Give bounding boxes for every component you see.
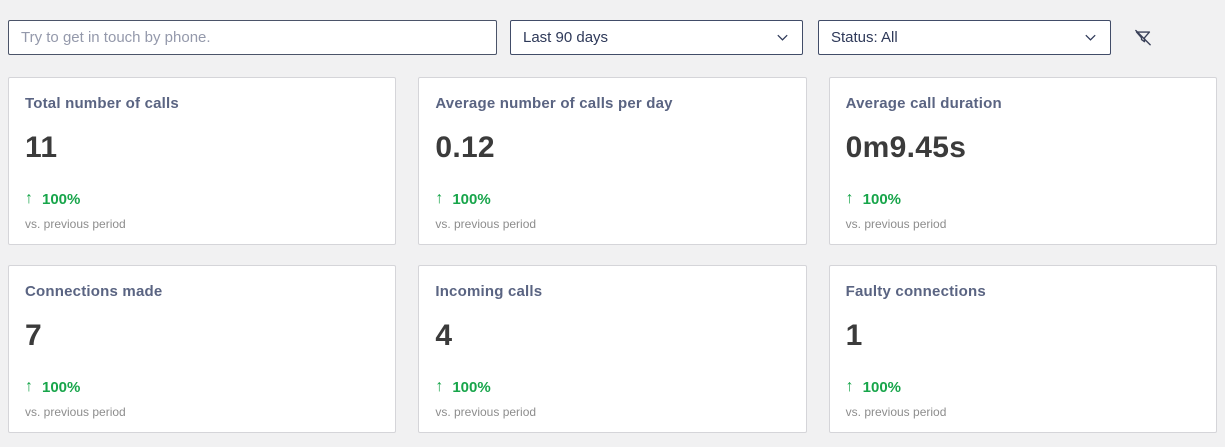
card-caption: vs. previous period [25, 217, 126, 231]
trend-percent: 100% [452, 190, 491, 208]
card-value: 1 [845, 319, 863, 352]
filter-off-icon [1132, 27, 1154, 49]
card-value: 11 [25, 131, 58, 164]
card-title: Connections made [25, 283, 163, 300]
status-dropdown[interactable]: Status: All [818, 20, 1111, 55]
card-caption: vs. previous period [435, 217, 537, 231]
card-value: 7 [25, 319, 42, 352]
card-caption: vs. previous period [845, 217, 947, 231]
trend-percent: 100% [42, 190, 81, 208]
trend-percent: 100% [862, 190, 902, 208]
stats-grid: Total number of calls 11 ↑ 100% vs. prev… [0, 55, 1225, 433]
card-trend: ↑ 100% [846, 378, 1200, 396]
status-value: Status: All [831, 29, 898, 46]
card-title: Average number of calls per day [435, 95, 673, 112]
card-value: 4 [435, 319, 453, 352]
card-caption: vs. previous period [435, 405, 537, 419]
card-trend: ↑ 100% [25, 378, 379, 396]
chevron-down-icon [775, 30, 790, 45]
date-range-value: Last 90 days [523, 29, 609, 46]
date-range-dropdown[interactable]: Last 90 days [510, 20, 803, 55]
card-caption: vs. previous period [25, 405, 126, 419]
arrow-up-icon: ↑ [845, 190, 854, 207]
stat-card-incoming-calls: Incoming calls 4 ↑ 100% vs. previous per… [418, 265, 807, 433]
arrow-up-icon: ↑ [435, 190, 444, 207]
card-title: Average call duration [845, 95, 1002, 112]
card-value: 0.12 [435, 131, 495, 164]
arrow-up-icon: ↑ [845, 378, 854, 395]
chevron-down-icon [1083, 30, 1098, 45]
stat-card-faulty-connections: Faulty connections 1 ↑ 100% vs. previous… [828, 265, 1217, 433]
stat-card-avg-calls-per-day: Average number of calls per day 0.12 ↑ 1… [418, 77, 807, 245]
arrow-up-icon: ↑ [25, 378, 33, 395]
card-trend: ↑ 100% [435, 378, 789, 396]
trend-percent: 100% [862, 378, 902, 396]
stat-card-connections-made: Connections made 7 ↑ 100% vs. previous p… [8, 265, 397, 433]
card-trend: ↑ 100% [846, 190, 1200, 208]
search-input[interactable] [8, 20, 497, 55]
card-value: 0m9.45s [845, 131, 967, 164]
stat-card-total-calls: Total number of calls 11 ↑ 100% vs. prev… [8, 77, 397, 245]
card-trend: ↑ 100% [435, 190, 789, 208]
card-trend: ↑ 100% [25, 190, 379, 208]
trend-percent: 100% [452, 378, 491, 396]
clear-filters-button[interactable] [1129, 24, 1157, 52]
card-title: Total number of calls [25, 95, 179, 112]
card-title: Faulty connections [845, 283, 986, 300]
stat-card-avg-call-duration: Average call duration 0m9.45s ↑ 100% vs.… [828, 77, 1217, 245]
filters-toolbar: Last 90 days Status: All [0, 0, 1225, 55]
card-title: Incoming calls [435, 283, 543, 300]
arrow-up-icon: ↑ [435, 378, 444, 395]
trend-percent: 100% [42, 378, 81, 396]
arrow-up-icon: ↑ [25, 190, 33, 207]
card-caption: vs. previous period [845, 405, 947, 419]
